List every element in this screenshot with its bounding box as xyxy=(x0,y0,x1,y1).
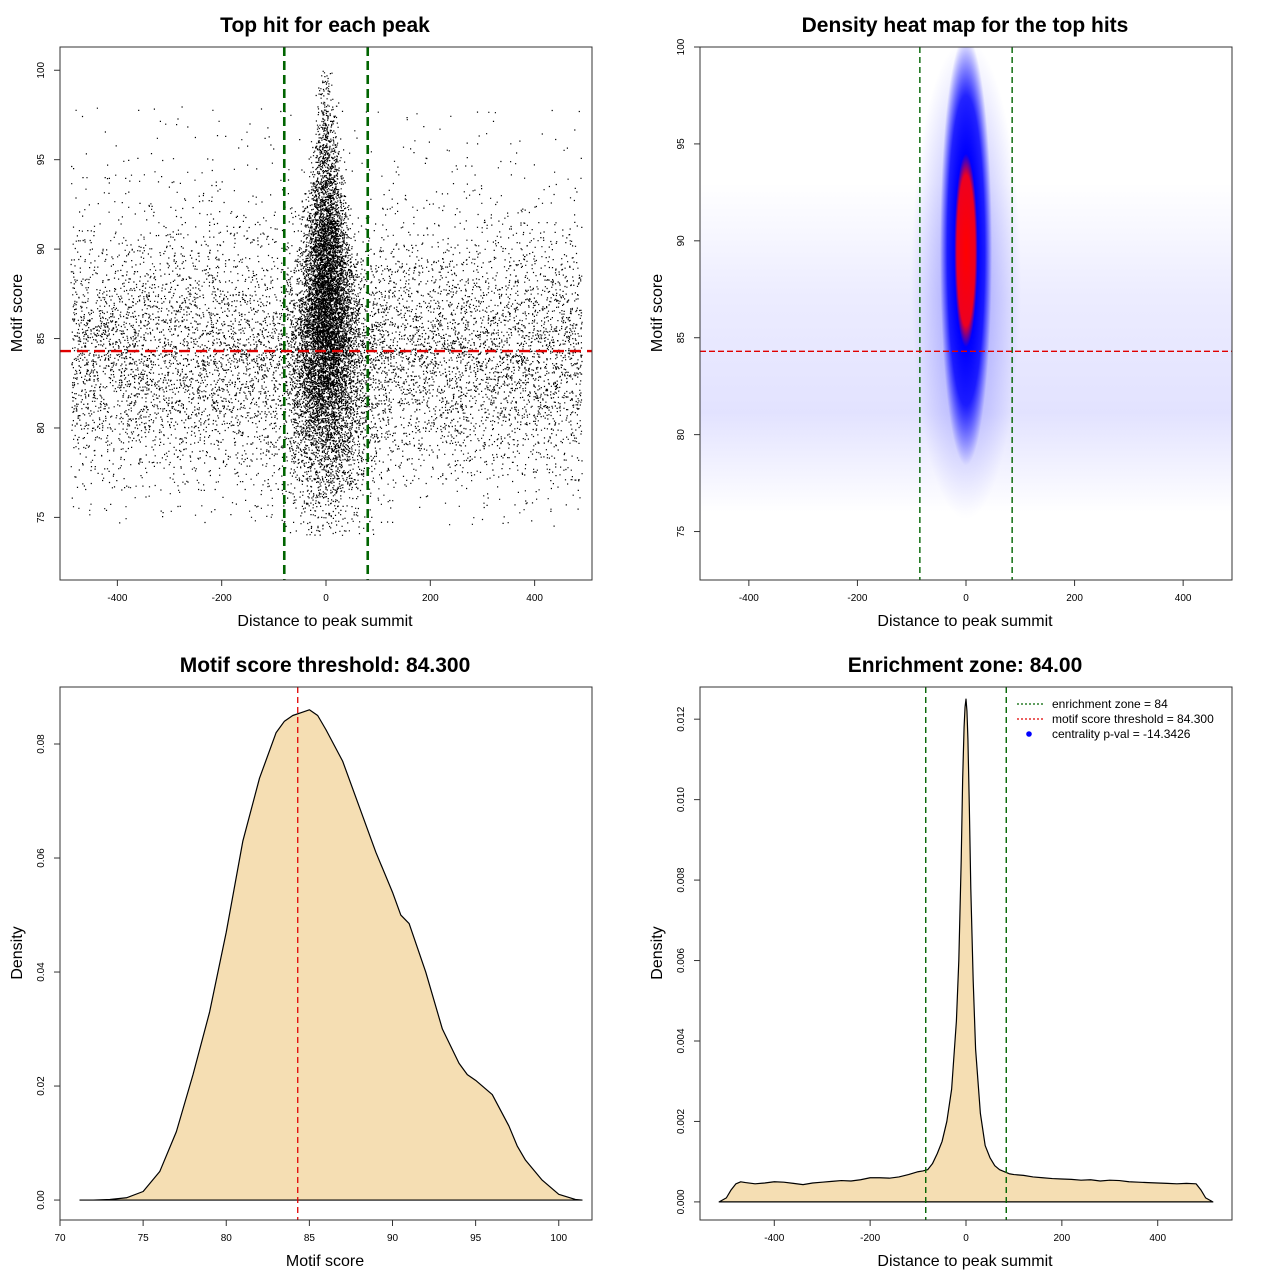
heatmap-xtick-label: 400 xyxy=(1175,593,1192,604)
enrichment-plot-frame xyxy=(699,686,1233,1221)
enrichment-ytick-label: 0.010 xyxy=(676,787,687,812)
enrichment-xtick-label: -200 xyxy=(860,1233,880,1244)
heatmap-ytick-label: 85 xyxy=(676,332,687,344)
scatter-plot-frame xyxy=(59,46,593,581)
heatmap-xtick-label: -200 xyxy=(847,593,867,604)
score-ytick-label: 0.00 xyxy=(36,1190,47,1210)
enrichment-ytick-label: 0.000 xyxy=(676,1189,687,1214)
scatter-ylabel: Motif score xyxy=(9,274,26,352)
score-ytick-label: 0.04 xyxy=(36,962,47,982)
scatter-ytick-label: 75 xyxy=(36,511,47,523)
scatter-ytick-label: 95 xyxy=(36,154,47,166)
score-xtick-label: 90 xyxy=(387,1233,399,1244)
scatter-point-cloud xyxy=(70,70,583,536)
enrichment-xtick-label: -400 xyxy=(764,1233,784,1244)
enrichment-panel: Enrichment zone: 84.00 Distance to peak … xyxy=(649,654,1233,1270)
heatmap-ytick-label: 100 xyxy=(676,38,687,55)
heatmap-panel: Density heat map for the top hits Distan… xyxy=(649,14,1233,630)
enrichment-ytick-label: 0.008 xyxy=(676,867,687,892)
scatter-ytick-label: 90 xyxy=(36,243,47,255)
score-xtick-label: 100 xyxy=(550,1233,567,1244)
legend-pval-label: centrality p-val = -14.3426 xyxy=(1052,727,1191,741)
heatmap-xtick-label: 200 xyxy=(1066,593,1083,604)
score-ytick-label: 0.08 xyxy=(36,734,47,754)
enrichment-legend: enrichment zone = 84 motif score thresho… xyxy=(1017,697,1214,741)
scatter-panel: Top hit for each peak Distance to peak s… xyxy=(9,14,593,630)
scatter-points xyxy=(70,70,583,536)
heatmap-hotspot xyxy=(940,47,992,466)
score-xtick-label: 95 xyxy=(470,1233,482,1244)
scatter-xlabel: Distance to peak summit xyxy=(237,613,413,630)
scatter-ytick-label: 85 xyxy=(36,333,47,345)
scatter-xtick-label: -400 xyxy=(107,593,127,604)
score-density-ylabel: Density xyxy=(9,926,26,979)
scatter-marks: -400 -200 0 200 400 75 80 85 90 95 100 xyxy=(36,47,592,604)
scatter-xtick-label: 0 xyxy=(323,593,329,604)
heatmap-plot-frame xyxy=(699,46,1233,581)
score-density-marks: 70 75 80 85 90 95 100 0.00 0.02 0.04 0.06 0.08 xyxy=(36,687,583,1244)
heatmap-xtick-label: -400 xyxy=(739,593,759,604)
enrichment-ytick-label: 0.006 xyxy=(676,948,687,973)
heatmap-marks: -400 -200 0 200 400 75 80 85 90 95 100 xyxy=(676,38,1232,604)
score-density-curve xyxy=(79,709,583,1201)
heatmap-ylabel: Motif score xyxy=(649,274,666,352)
enrichment-xlabel: Distance to peak summit xyxy=(877,1253,1053,1270)
score-xtick-label: 75 xyxy=(138,1233,150,1244)
legend-enrichment-label: enrichment zone = 84 xyxy=(1052,697,1168,711)
heatmap-ytick-label: 90 xyxy=(676,235,687,247)
enrichment-xtick-label: 200 xyxy=(1054,1233,1071,1244)
score-density-plot-frame xyxy=(59,686,593,1221)
enrichment-ytick-label: 0.004 xyxy=(676,1028,687,1053)
scatter-xtick-label: -200 xyxy=(212,593,232,604)
scatter-title: Top hit for each peak xyxy=(220,14,430,37)
score-ytick-label: 0.02 xyxy=(36,1076,47,1096)
heatmap-ytick-label: 75 xyxy=(676,526,687,538)
score-density-title: Motif score threshold: 84.300 xyxy=(180,654,471,677)
legend-threshold-label: motif score threshold = 84.300 xyxy=(1052,712,1214,726)
score-xtick-label: 85 xyxy=(304,1233,316,1244)
enrichment-xtick-label: 0 xyxy=(963,1233,969,1244)
score-ytick-label: 0.06 xyxy=(36,848,47,868)
enrichment-marks: -400 -200 0 200 400 0.000 0.002 0.004 0.006 0.008… xyxy=(676,687,1214,1244)
heatmap-ytick-label: 80 xyxy=(676,429,687,441)
scatter-xtick-label: 200 xyxy=(422,593,439,604)
enrichment-ytick-label: 0.002 xyxy=(676,1108,687,1133)
enrichment-density-curve xyxy=(718,698,1214,1203)
heatmap-xtick-label: 0 xyxy=(963,593,969,604)
heatmap-xlabel: Distance to peak summit xyxy=(877,613,1053,630)
score-density-panel: Motif score threshold: 84.300 Motif scor… xyxy=(9,654,593,1270)
heatmap-density xyxy=(700,47,1232,520)
enrichment-xtick-label: 400 xyxy=(1149,1233,1166,1244)
score-xtick-label: 70 xyxy=(54,1233,66,1244)
scatter-ytick-label: 80 xyxy=(36,422,47,434)
heatmap-title: Density heat map for the top hits xyxy=(802,14,1129,37)
enrichment-ytick-label: 0.012 xyxy=(676,706,687,731)
legend-pval-dot xyxy=(1026,731,1032,737)
enrichment-title: Enrichment zone: 84.00 xyxy=(848,654,1083,677)
enrichment-ylabel: Density xyxy=(649,926,666,979)
score-xtick-label: 80 xyxy=(221,1233,233,1244)
scatter-ytick-label: 100 xyxy=(36,61,47,78)
heatmap-ytick-label: 95 xyxy=(676,138,687,150)
scatter-xtick-label: 400 xyxy=(526,593,543,604)
score-density-xlabel: Motif score xyxy=(286,1253,364,1270)
